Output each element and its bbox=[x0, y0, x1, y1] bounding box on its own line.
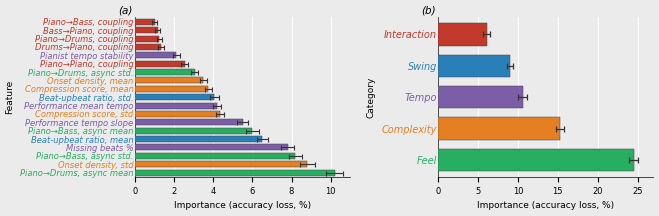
Bar bbox=[135, 86, 208, 92]
Y-axis label: Category: Category bbox=[367, 76, 376, 118]
Bar bbox=[135, 145, 287, 151]
Bar bbox=[135, 77, 204, 83]
Bar bbox=[135, 19, 155, 25]
Bar bbox=[438, 117, 560, 140]
Text: (b): (b) bbox=[422, 6, 436, 16]
Y-axis label: Feature: Feature bbox=[5, 80, 14, 114]
Bar bbox=[135, 128, 252, 134]
Bar bbox=[135, 94, 214, 100]
Bar bbox=[135, 69, 194, 75]
Bar bbox=[135, 170, 335, 176]
Bar bbox=[135, 153, 295, 159]
Bar bbox=[438, 86, 523, 108]
Bar bbox=[135, 111, 220, 117]
Bar bbox=[135, 136, 262, 142]
Bar bbox=[135, 52, 176, 58]
Bar bbox=[135, 103, 217, 109]
Bar bbox=[135, 61, 185, 67]
Bar bbox=[438, 149, 633, 171]
Bar bbox=[135, 36, 159, 42]
Bar bbox=[135, 44, 161, 50]
Bar bbox=[135, 119, 243, 125]
Bar bbox=[438, 23, 487, 46]
X-axis label: Importance (accuracy loss, %): Importance (accuracy loss, %) bbox=[174, 202, 311, 210]
X-axis label: Importance (accuracy loss, %): Importance (accuracy loss, %) bbox=[477, 202, 614, 210]
Bar bbox=[135, 161, 307, 167]
Bar bbox=[438, 54, 510, 77]
Text: (a): (a) bbox=[119, 6, 133, 16]
Bar bbox=[135, 27, 158, 33]
